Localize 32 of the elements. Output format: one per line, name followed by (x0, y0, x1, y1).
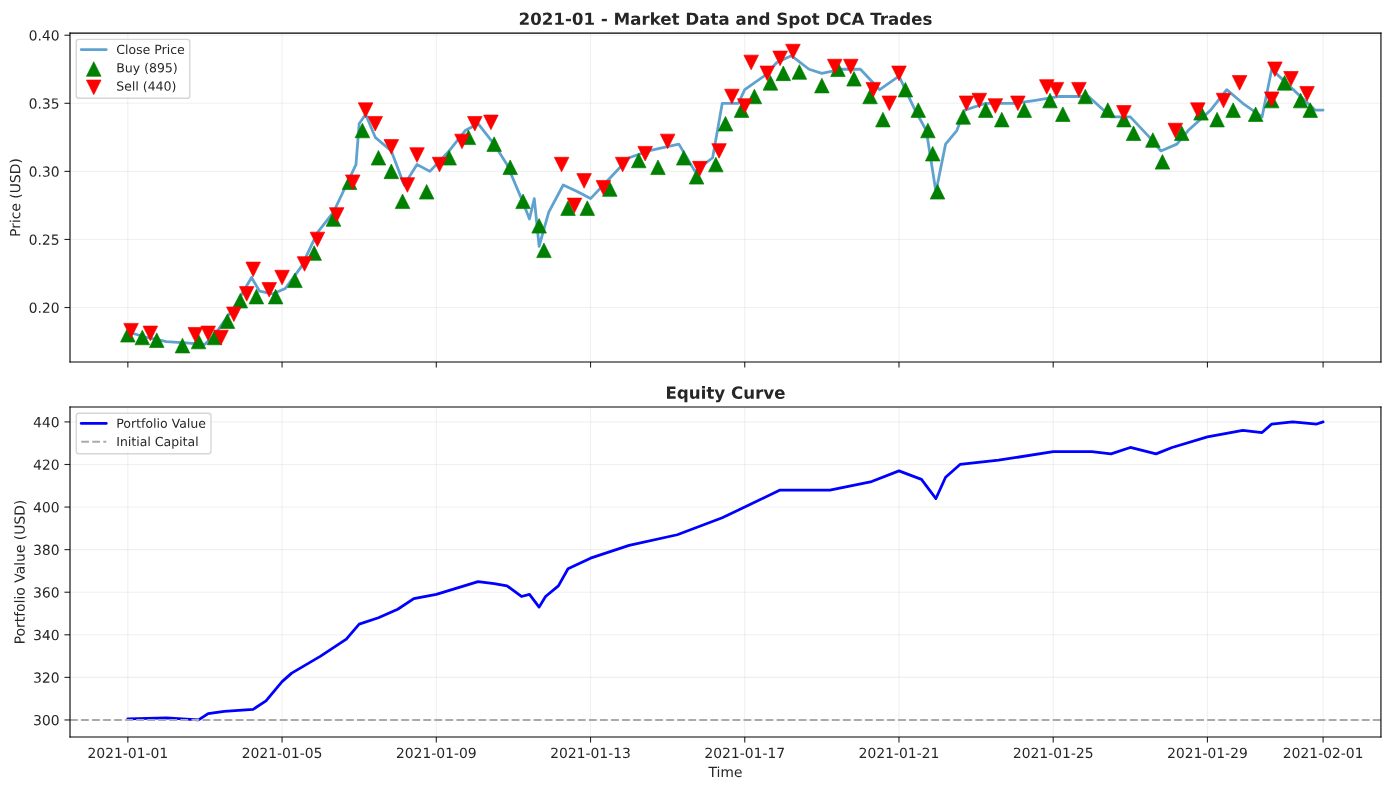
y-tick-label: 0.35 (29, 98, 59, 109)
y-tick-label: 300 (34, 714, 59, 726)
y-tick-label: 360 (34, 587, 59, 598)
x-tick-label: 2021-01-29 (1168, 747, 1247, 759)
y-tick-label: 420 (33, 459, 59, 470)
y-tick-label: 380 (34, 544, 59, 556)
legend-label: Portfolio Value (117, 418, 206, 428)
legend-label: Buy (895) (117, 62, 177, 75)
y-tick-label: 440 (33, 416, 59, 428)
x-tick-label: 2021-01-17 (705, 747, 784, 759)
y-tick-label: 0.25 (29, 234, 59, 245)
y-tick-label: 320 (34, 672, 59, 683)
y-tick-label: 0.20 (29, 302, 59, 313)
y-tick-label: 0.30 (29, 166, 59, 177)
y-axis-title: Price (USD) (9, 159, 23, 236)
chart-title: 2021-01 - Market Data and Spot DCA Trades (519, 12, 932, 29)
x-axis-title: Time (708, 766, 742, 778)
y-tick-label: 340 (34, 629, 59, 641)
legend-label: Initial Capital (117, 436, 198, 449)
x-tick-label: 2021-01-01 (88, 747, 167, 759)
x-tick-label: 2021-01-25 (1013, 747, 1093, 759)
y-axis-title: Portfolio Value (USD) (14, 500, 27, 643)
legend-label: Close Price (116, 44, 185, 55)
x-tick-label: 2021-01-13 (551, 747, 630, 759)
y-tick-label: 400 (33, 502, 59, 513)
x-tick-label: 2021-01-09 (396, 747, 476, 759)
y-tick-label: 0.40 (29, 30, 59, 41)
legend-label: Sell (440) (117, 81, 176, 93)
x-tick-label: 2021-01-21 (859, 747, 939, 759)
x-tick-label: 2021-01-05 (242, 747, 322, 759)
x-tick-label: 2021-02-01 (1283, 747, 1363, 759)
chart-title: Equity Curve (667, 386, 785, 403)
